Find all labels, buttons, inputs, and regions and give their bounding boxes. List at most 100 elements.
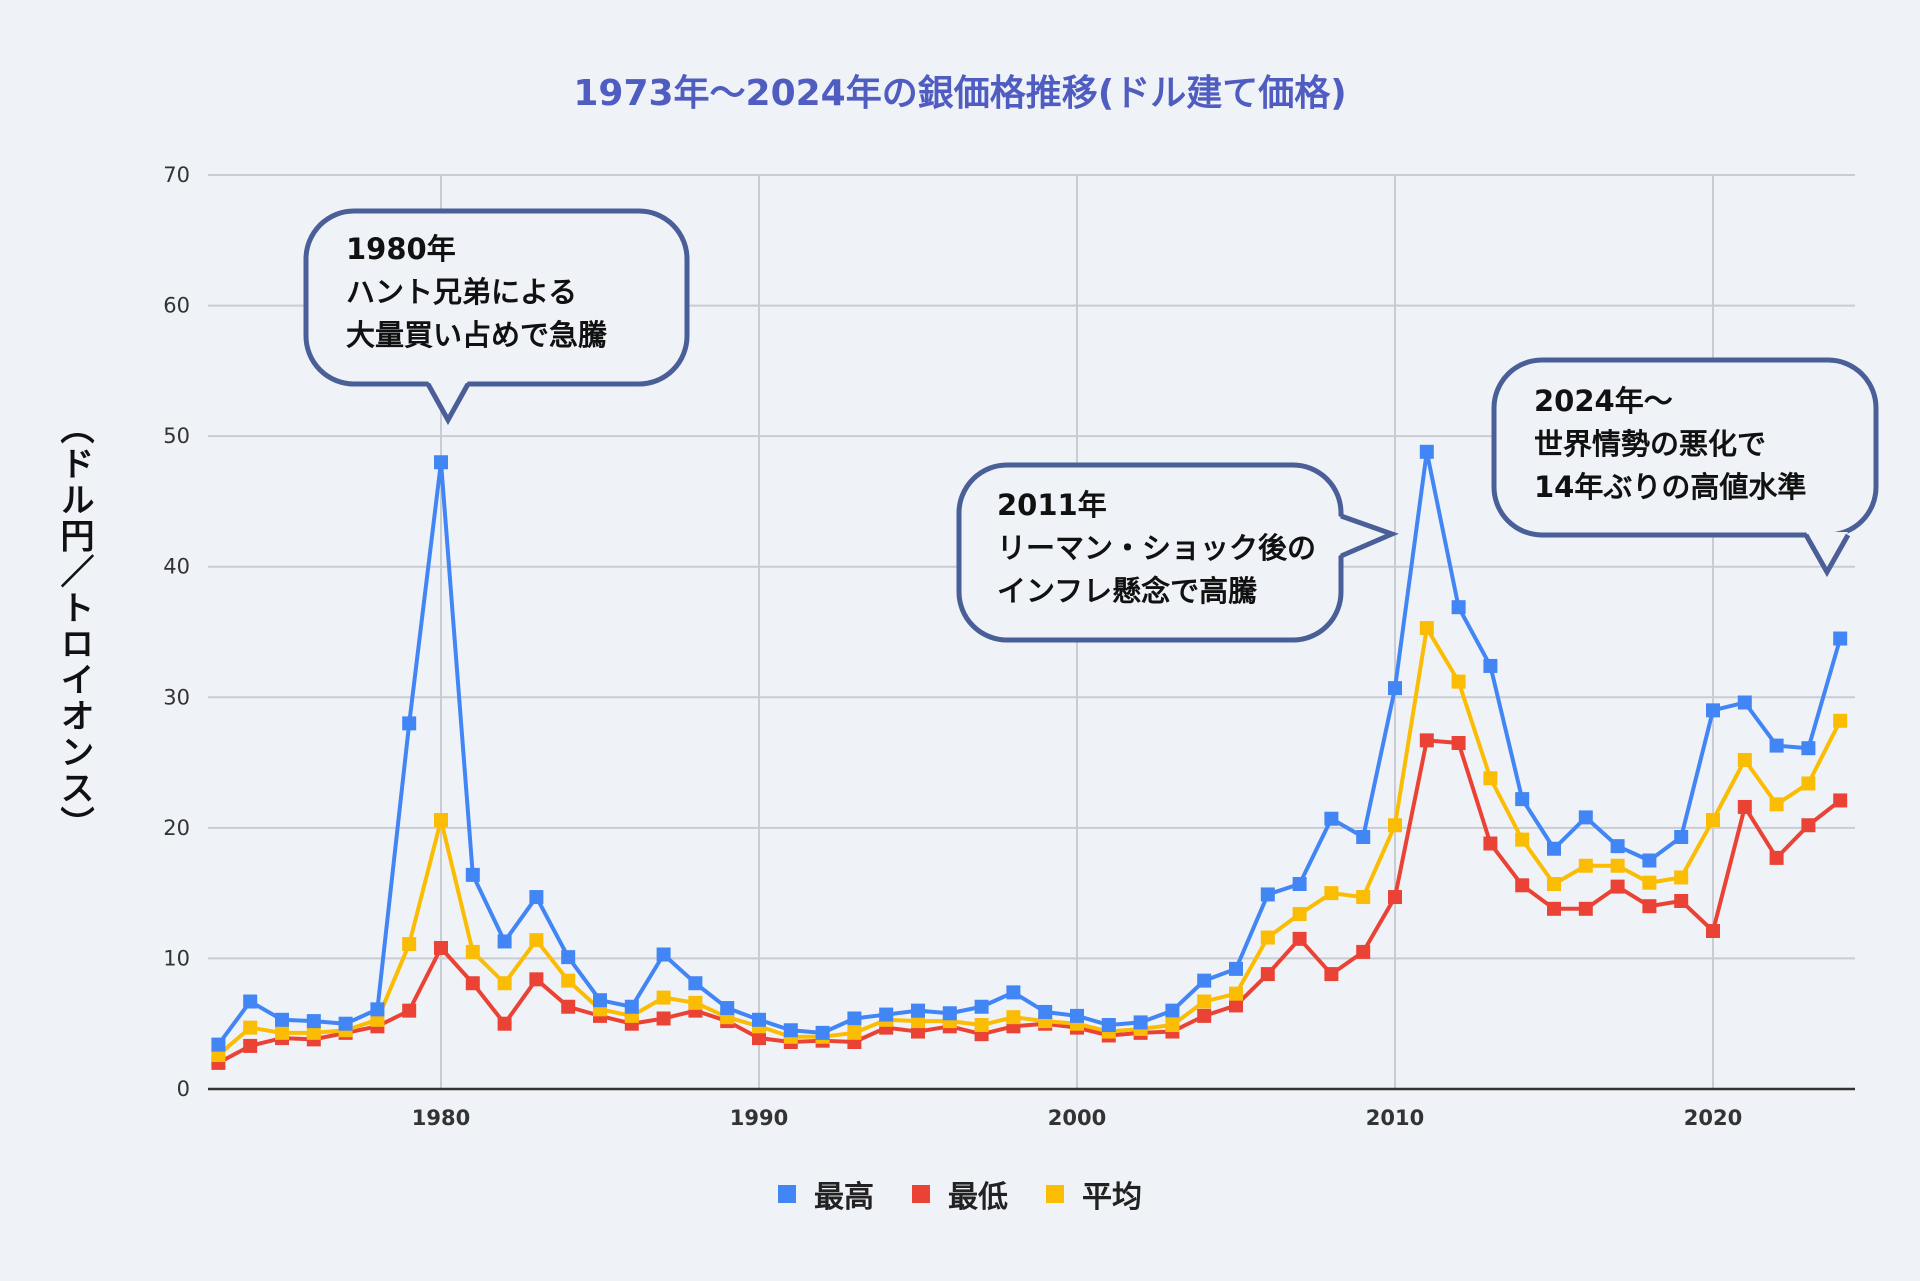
data-point [370,1002,385,1017]
data-point [1388,818,1402,833]
data-point [211,1037,226,1052]
data-point [338,1016,353,1031]
data-point [1737,752,1752,767]
data-point [497,976,512,991]
data-point [561,973,576,988]
data-point [1642,899,1657,914]
data-point [1165,1018,1180,1033]
data-point [243,994,258,1009]
data-point [783,1023,798,1038]
data-point [1356,890,1371,905]
data-point [847,1025,862,1040]
data-point [1769,797,1784,812]
data-point [1547,841,1561,856]
data-point [1356,829,1371,844]
data-point [656,1011,671,1026]
data-point [434,455,448,470]
legend-swatch-avg [1046,1185,1064,1203]
data-point [1260,930,1275,945]
data-point [1388,681,1402,696]
data-point [1578,858,1593,873]
series-line-2 [217,626,1842,1057]
y-tick-label: 70 [163,163,190,187]
data-point [1324,967,1339,982]
data-point [1483,836,1498,851]
data-point [1706,924,1720,939]
data-point [1356,944,1371,959]
data-point [1388,890,1402,905]
callout-line: 2011年 [997,488,1107,522]
data-point [243,1020,258,1035]
data-point [402,1003,417,1018]
data-point [752,1012,766,1027]
data-point [974,1018,989,1033]
data-point [1101,1018,1116,1033]
data-point [1833,713,1848,728]
data-point [1229,986,1243,1001]
callout-bubble-2024 [1491,357,1879,538]
x-tick-label: 2020 [1684,1106,1742,1130]
data-point [752,1031,766,1046]
data-point [529,972,544,987]
y-tick-label: 20 [163,816,190,840]
data-point [1769,738,1784,753]
y-tick-label: 40 [163,555,190,579]
legend-item-min[interactable]: 最低 [912,1172,1008,1216]
series-layer [211,444,1848,1070]
data-point [1451,674,1466,689]
legend-item-max[interactable]: 最高 [778,1172,874,1216]
callout-line: 14年ぶりの高値水準 [1534,470,1807,504]
data-point [1324,886,1339,901]
y-axis-label: （ドル円／トロイオンス） [54,410,94,842]
legend-swatch-min [912,1185,930,1203]
data-point [465,867,480,882]
data-point [815,1025,830,1040]
data-point [1801,818,1816,833]
data-point [465,976,480,991]
data-point [1578,901,1593,916]
data-point [1801,741,1816,756]
data-point [275,1012,289,1027]
data-point [1515,878,1530,893]
data-point [1547,877,1561,892]
callout-bubble-2024-tail [1803,533,1851,578]
data-point [561,950,576,965]
data-point [656,947,671,962]
y-tick-label: 30 [163,685,190,709]
callout-2024: 2024年～ 世界情勢の悪化で 14年ぶりの高値水準 [1534,380,1806,509]
data-point [1515,832,1530,847]
legend-label-avg: 平均 [1082,1180,1142,1215]
legend-label-max: 最高 [814,1180,874,1215]
callout-line: 大量買い占めで急騰 [346,318,608,352]
data-point [1165,1003,1180,1018]
callout-1980: 1980年 ハント兄弟による 大量買い占めで急騰 [346,228,607,357]
callout-line: インフレ懸念で高騰 [997,574,1258,608]
data-point [402,716,417,731]
legend-swatch-max [778,1185,796,1203]
x-tick-label: 1990 [730,1106,788,1130]
callout-bubble-2011-tail-fill [1338,516,1392,556]
y-tick-label: 0 [177,1077,190,1101]
axis-ticks: 0 10 20 30 40 50 60 70 1980 1990 2000 2010 2020 [163,163,1742,1130]
callout-shapes [303,208,1879,643]
data-point [1737,695,1752,710]
data-point [1833,793,1848,808]
data-point [1483,658,1498,673]
data-point [465,944,480,959]
data-point [1451,735,1466,750]
series-line-1 [217,738,1842,1065]
data-point [1197,1008,1212,1023]
data-point [1419,733,1434,748]
data-point [1674,829,1689,844]
data-point [656,990,671,1005]
data-point [911,1003,925,1018]
legend-item-avg[interactable]: 平均 [1046,1172,1142,1216]
data-point [1706,813,1720,828]
data-point [306,1014,321,1029]
x-tick-label: 2000 [1048,1106,1106,1130]
data-point [1674,893,1689,908]
y-tick-label: 10 [163,946,190,970]
data-point [688,976,703,991]
data-point [1292,877,1307,892]
